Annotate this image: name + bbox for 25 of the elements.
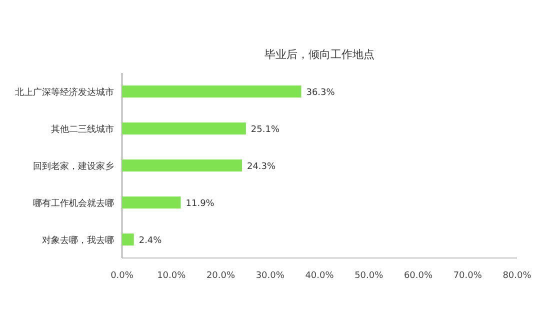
- x-tick-label: 10.0%: [157, 271, 186, 281]
- y-tick-label: 哪有工作机会就去哪: [33, 198, 114, 209]
- bar: [122, 234, 134, 246]
- data-label: 2.4%: [138, 236, 162, 246]
- data-label: 11.9%: [186, 199, 215, 209]
- bar: [122, 122, 246, 134]
- data-label: 24.3%: [246, 162, 276, 172]
- y-tick-label: 其他二三线城市: [51, 124, 114, 135]
- y-tick-label: 北上广深等经济发达城市: [15, 87, 114, 98]
- data-label: 36.3%: [306, 88, 336, 98]
- x-tick-label: 80.0%: [502, 271, 532, 281]
- data-label: 25.1%: [250, 125, 280, 135]
- bar: [122, 196, 181, 208]
- y-tick-label: 对象去哪，我去哪: [42, 235, 114, 246]
- x-tick-label: 50.0%: [354, 271, 384, 281]
- x-tick-label: 70.0%: [453, 271, 482, 281]
- chart-title: 毕业后，倾向工作地点: [264, 48, 374, 61]
- x-tick-label: 20.0%: [206, 271, 236, 281]
- bar: [122, 86, 302, 98]
- x-tick-label: 60.0%: [404, 271, 433, 281]
- bar: [122, 160, 242, 172]
- x-tick-label: 0.0%: [110, 271, 134, 281]
- x-tick-label: 40.0%: [305, 271, 334, 281]
- y-tick-label: 回到老家，建设家乡: [33, 161, 114, 172]
- x-tick-label: 30.0%: [256, 271, 285, 281]
